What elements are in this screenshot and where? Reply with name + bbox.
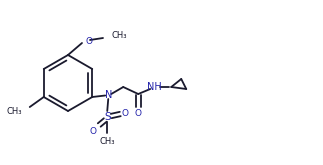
Text: O: O bbox=[122, 109, 129, 117]
Text: N: N bbox=[105, 90, 112, 100]
Text: S: S bbox=[104, 112, 110, 122]
Text: O: O bbox=[135, 109, 142, 117]
Text: O: O bbox=[90, 127, 97, 135]
Text: CH₃: CH₃ bbox=[99, 137, 115, 147]
Text: CH₃: CH₃ bbox=[112, 31, 128, 39]
Text: NH: NH bbox=[147, 82, 162, 92]
Text: CH₃: CH₃ bbox=[6, 106, 22, 115]
Text: O: O bbox=[86, 36, 93, 46]
